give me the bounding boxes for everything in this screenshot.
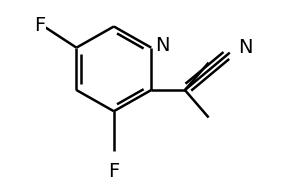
Text: F: F [108, 162, 119, 181]
Text: N: N [155, 36, 169, 55]
Text: F: F [34, 16, 45, 35]
Text: N: N [238, 38, 253, 57]
